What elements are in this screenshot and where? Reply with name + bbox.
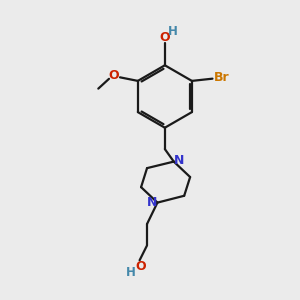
Text: O: O: [160, 31, 170, 44]
Text: Br: Br: [214, 71, 230, 84]
Text: H: H: [168, 25, 178, 38]
Text: N: N: [147, 196, 158, 208]
Text: O: O: [135, 260, 146, 273]
Text: N: N: [174, 154, 184, 167]
Text: H: H: [126, 266, 136, 279]
Text: O: O: [108, 69, 119, 82]
